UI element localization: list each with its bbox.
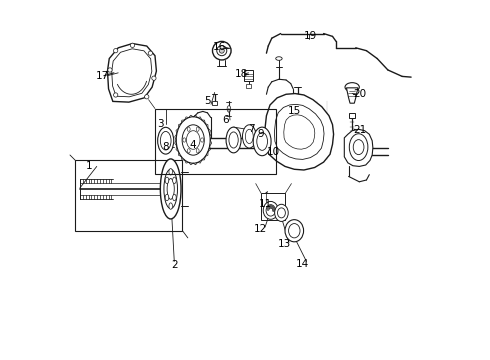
- Ellipse shape: [227, 106, 231, 112]
- Text: 7: 7: [248, 124, 255, 134]
- Polygon shape: [112, 49, 152, 97]
- Ellipse shape: [272, 208, 274, 211]
- Text: 2: 2: [171, 260, 177, 270]
- Ellipse shape: [187, 127, 190, 131]
- Ellipse shape: [271, 206, 273, 209]
- Circle shape: [148, 51, 152, 55]
- Ellipse shape: [229, 132, 238, 148]
- Ellipse shape: [289, 224, 300, 238]
- Text: 4: 4: [190, 140, 196, 150]
- Text: 5: 5: [204, 96, 211, 106]
- Ellipse shape: [253, 127, 271, 156]
- Text: 21: 21: [353, 125, 367, 135]
- Circle shape: [152, 76, 156, 80]
- Text: 19: 19: [303, 31, 317, 41]
- Ellipse shape: [272, 209, 275, 212]
- Text: 9: 9: [257, 129, 264, 139]
- Ellipse shape: [176, 117, 210, 163]
- Ellipse shape: [275, 204, 288, 221]
- Bar: [349, 113, 355, 118]
- Ellipse shape: [345, 83, 359, 91]
- Ellipse shape: [196, 149, 199, 153]
- Ellipse shape: [285, 220, 304, 242]
- Ellipse shape: [217, 46, 227, 56]
- Ellipse shape: [349, 134, 368, 161]
- Ellipse shape: [226, 127, 241, 153]
- Ellipse shape: [353, 140, 364, 155]
- Circle shape: [145, 95, 149, 99]
- Text: 14: 14: [296, 259, 310, 269]
- Text: 18: 18: [235, 68, 248, 78]
- Circle shape: [130, 43, 135, 48]
- Text: 20: 20: [353, 89, 367, 99]
- Polygon shape: [284, 115, 315, 149]
- Ellipse shape: [245, 129, 253, 144]
- Ellipse shape: [187, 149, 190, 153]
- Text: 8: 8: [162, 142, 169, 152]
- Polygon shape: [274, 104, 324, 159]
- Ellipse shape: [276, 57, 282, 60]
- Ellipse shape: [268, 206, 270, 209]
- Ellipse shape: [172, 194, 176, 201]
- Text: 15: 15: [288, 107, 301, 116]
- Ellipse shape: [272, 207, 274, 210]
- Ellipse shape: [257, 132, 268, 150]
- Ellipse shape: [165, 194, 169, 201]
- Ellipse shape: [243, 125, 256, 148]
- Ellipse shape: [169, 168, 172, 175]
- Ellipse shape: [169, 203, 172, 209]
- Ellipse shape: [160, 131, 171, 150]
- Ellipse shape: [277, 208, 285, 218]
- Text: 16: 16: [213, 42, 226, 52]
- Ellipse shape: [269, 206, 271, 208]
- Polygon shape: [346, 88, 358, 103]
- Ellipse shape: [172, 177, 176, 184]
- Bar: [75, 160, 182, 231]
- Text: 12: 12: [253, 224, 267, 234]
- Ellipse shape: [182, 125, 204, 155]
- Ellipse shape: [167, 179, 174, 199]
- Text: 17: 17: [96, 71, 109, 81]
- Ellipse shape: [165, 177, 169, 184]
- Text: 3: 3: [157, 118, 163, 129]
- Ellipse shape: [213, 41, 231, 60]
- Text: 11: 11: [259, 199, 272, 209]
- Bar: [155, 109, 276, 174]
- Circle shape: [114, 93, 118, 97]
- Ellipse shape: [220, 48, 224, 53]
- Ellipse shape: [158, 127, 174, 154]
- Circle shape: [114, 49, 118, 53]
- Polygon shape: [265, 94, 334, 170]
- Ellipse shape: [164, 169, 177, 208]
- Bar: [212, 102, 217, 105]
- Text: 10: 10: [267, 147, 280, 157]
- Polygon shape: [344, 129, 373, 166]
- Bar: [261, 193, 285, 220]
- Ellipse shape: [170, 214, 173, 217]
- Ellipse shape: [201, 138, 203, 142]
- Ellipse shape: [270, 206, 272, 208]
- Polygon shape: [107, 44, 156, 102]
- Ellipse shape: [186, 131, 200, 149]
- Text: 1: 1: [86, 161, 93, 171]
- Text: 13: 13: [278, 239, 291, 249]
- Bar: [246, 84, 251, 88]
- Ellipse shape: [268, 207, 270, 210]
- Text: 6: 6: [222, 115, 229, 125]
- Ellipse shape: [183, 138, 186, 142]
- Ellipse shape: [160, 159, 181, 219]
- Ellipse shape: [267, 208, 269, 211]
- Ellipse shape: [266, 204, 275, 216]
- Ellipse shape: [263, 202, 278, 219]
- Circle shape: [108, 68, 112, 72]
- Bar: [245, 70, 253, 81]
- Ellipse shape: [196, 127, 199, 131]
